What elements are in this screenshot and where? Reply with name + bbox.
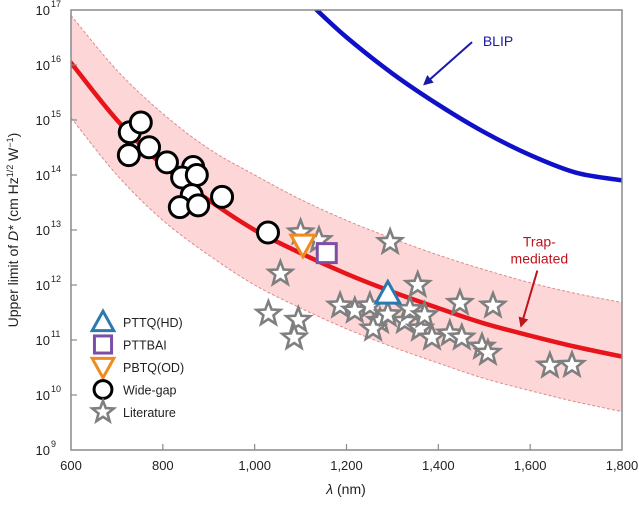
star-point [265, 257, 296, 287]
y-axis-prefix: Upper limit of [5, 241, 21, 327]
y-axis-unit-c: ) [5, 133, 21, 138]
star-point [324, 289, 356, 319]
x-tick-label: 1,800 [606, 458, 639, 473]
triangle-up-point [373, 278, 403, 305]
blip-arrow [423, 41, 473, 86]
triangle-down-point [288, 233, 318, 260]
star-point [394, 293, 426, 323]
trap-mediated-label-line2: mediated [511, 251, 569, 267]
legend-label: PTTBAI [123, 339, 167, 353]
legend-item-pttbai: PTTBAI [92, 334, 167, 355]
trap-mediated-arrow [518, 270, 539, 328]
star-point [477, 289, 509, 319]
star-point [472, 336, 504, 367]
y-axis-sup-b: −1 [5, 137, 15, 147]
band-lower-edge [71, 117, 622, 413]
star-point [409, 299, 440, 329]
series-literature [253, 216, 588, 379]
y-tick-label: 10 [36, 278, 50, 293]
y-axis-sup-a: 1/2 [5, 165, 15, 178]
star-point [253, 297, 284, 327]
circle-point [186, 193, 211, 218]
y-tick-exponent: 11 [51, 329, 60, 339]
y-tick-label: 10 [36, 168, 50, 183]
band-fill [71, 15, 622, 412]
y-tick-exponent: 14 [51, 164, 61, 174]
legend-label: Literature [123, 406, 176, 420]
legend-label: PTTQ(HD) [123, 316, 183, 330]
x-tick-label: 1,200 [330, 458, 363, 473]
x-tick-label: 1,400 [422, 458, 455, 473]
circle-point [255, 220, 280, 245]
legend-item-pttq-hd-: PTTQ(HD) [89, 308, 183, 333]
legend-triangle-up-icon [89, 308, 117, 333]
circle-point [210, 184, 235, 209]
y-axis-symbol: D* [5, 225, 21, 241]
x-tick-label: 600 [60, 458, 82, 473]
y-tick-exponent: 10 [51, 384, 61, 394]
y-tick-exponent: 9 [51, 439, 56, 449]
star-point [556, 348, 588, 379]
x-tick-label: 1,600 [514, 458, 547, 473]
y-tick-label: 10 [36, 333, 50, 348]
legend-label: Wide-gap [123, 384, 177, 398]
y-tick-exponent: 17 [51, 0, 61, 9]
legend-item-literature: Literature [88, 397, 176, 425]
band-upper-edge [71, 15, 622, 304]
legend-circle-icon [92, 379, 114, 400]
x-tick-label: 800 [152, 458, 174, 473]
series-wide-gap [116, 110, 280, 245]
star-point [282, 303, 314, 334]
y-axis-unit-a: (cm Hz [5, 177, 21, 225]
star-point [374, 226, 406, 256]
y-tick-exponent: 12 [51, 274, 61, 284]
blip-label: BLIP [483, 33, 513, 49]
circle-point [137, 135, 162, 160]
x-axis-unit: (nm) [333, 481, 366, 497]
square-point [315, 242, 338, 265]
series-pttbai [315, 242, 338, 265]
circle-point [184, 163, 209, 187]
y-tick-exponent: 15 [51, 109, 61, 119]
legend-triangle-down-icon [89, 356, 117, 381]
legend-item-wide-gap: Wide-gap [92, 379, 177, 400]
star-point [372, 298, 404, 328]
x-axis-symbol: λ [325, 481, 333, 497]
y-tick-label: 10 [36, 443, 50, 458]
star-point [278, 321, 310, 351]
legend-square-icon [92, 334, 114, 355]
y-tick-exponent: 16 [51, 54, 61, 64]
annotations: BLIP Trap-mediated [423, 33, 569, 328]
y-tick-label: 10 [36, 113, 50, 128]
legend-label: PBTQ(OD) [123, 361, 184, 375]
trap-mediated-label-line1: Trap- [523, 234, 556, 250]
star-point [402, 268, 434, 299]
y-axis-unit-b: W [5, 147, 21, 165]
y-tick-exponent: 13 [51, 219, 61, 229]
y-tick-label: 10 [36, 3, 50, 18]
x-tick-label: 1,000 [238, 458, 271, 473]
y-tick-label: 10 [36, 58, 50, 73]
trap-mediated-band [71, 15, 622, 413]
star-point [444, 286, 476, 317]
legend: PTTQ(HD) PTTBAI PBTQ(OD) Wide-gap Literature [88, 308, 184, 425]
circle-point [128, 110, 153, 135]
blip-curve [314, 10, 622, 183]
legend-item-pbtq-od-: PBTQ(OD) [89, 356, 184, 381]
circle-point [116, 143, 141, 168]
data-points [116, 110, 588, 379]
y-tick-label: 10 [36, 388, 50, 403]
y-axis-title: Upper limit of D* (cm Hz1/2 W−1) [5, 133, 21, 328]
star-point [446, 321, 478, 351]
x-axis-title: λ (nm) [325, 481, 366, 497]
series-pttq-hd- [373, 278, 403, 305]
series-pbtq-od- [288, 233, 318, 260]
y-tick-label: 10 [36, 223, 50, 238]
circle-point [154, 150, 179, 175]
legend-star-icon [88, 397, 118, 425]
